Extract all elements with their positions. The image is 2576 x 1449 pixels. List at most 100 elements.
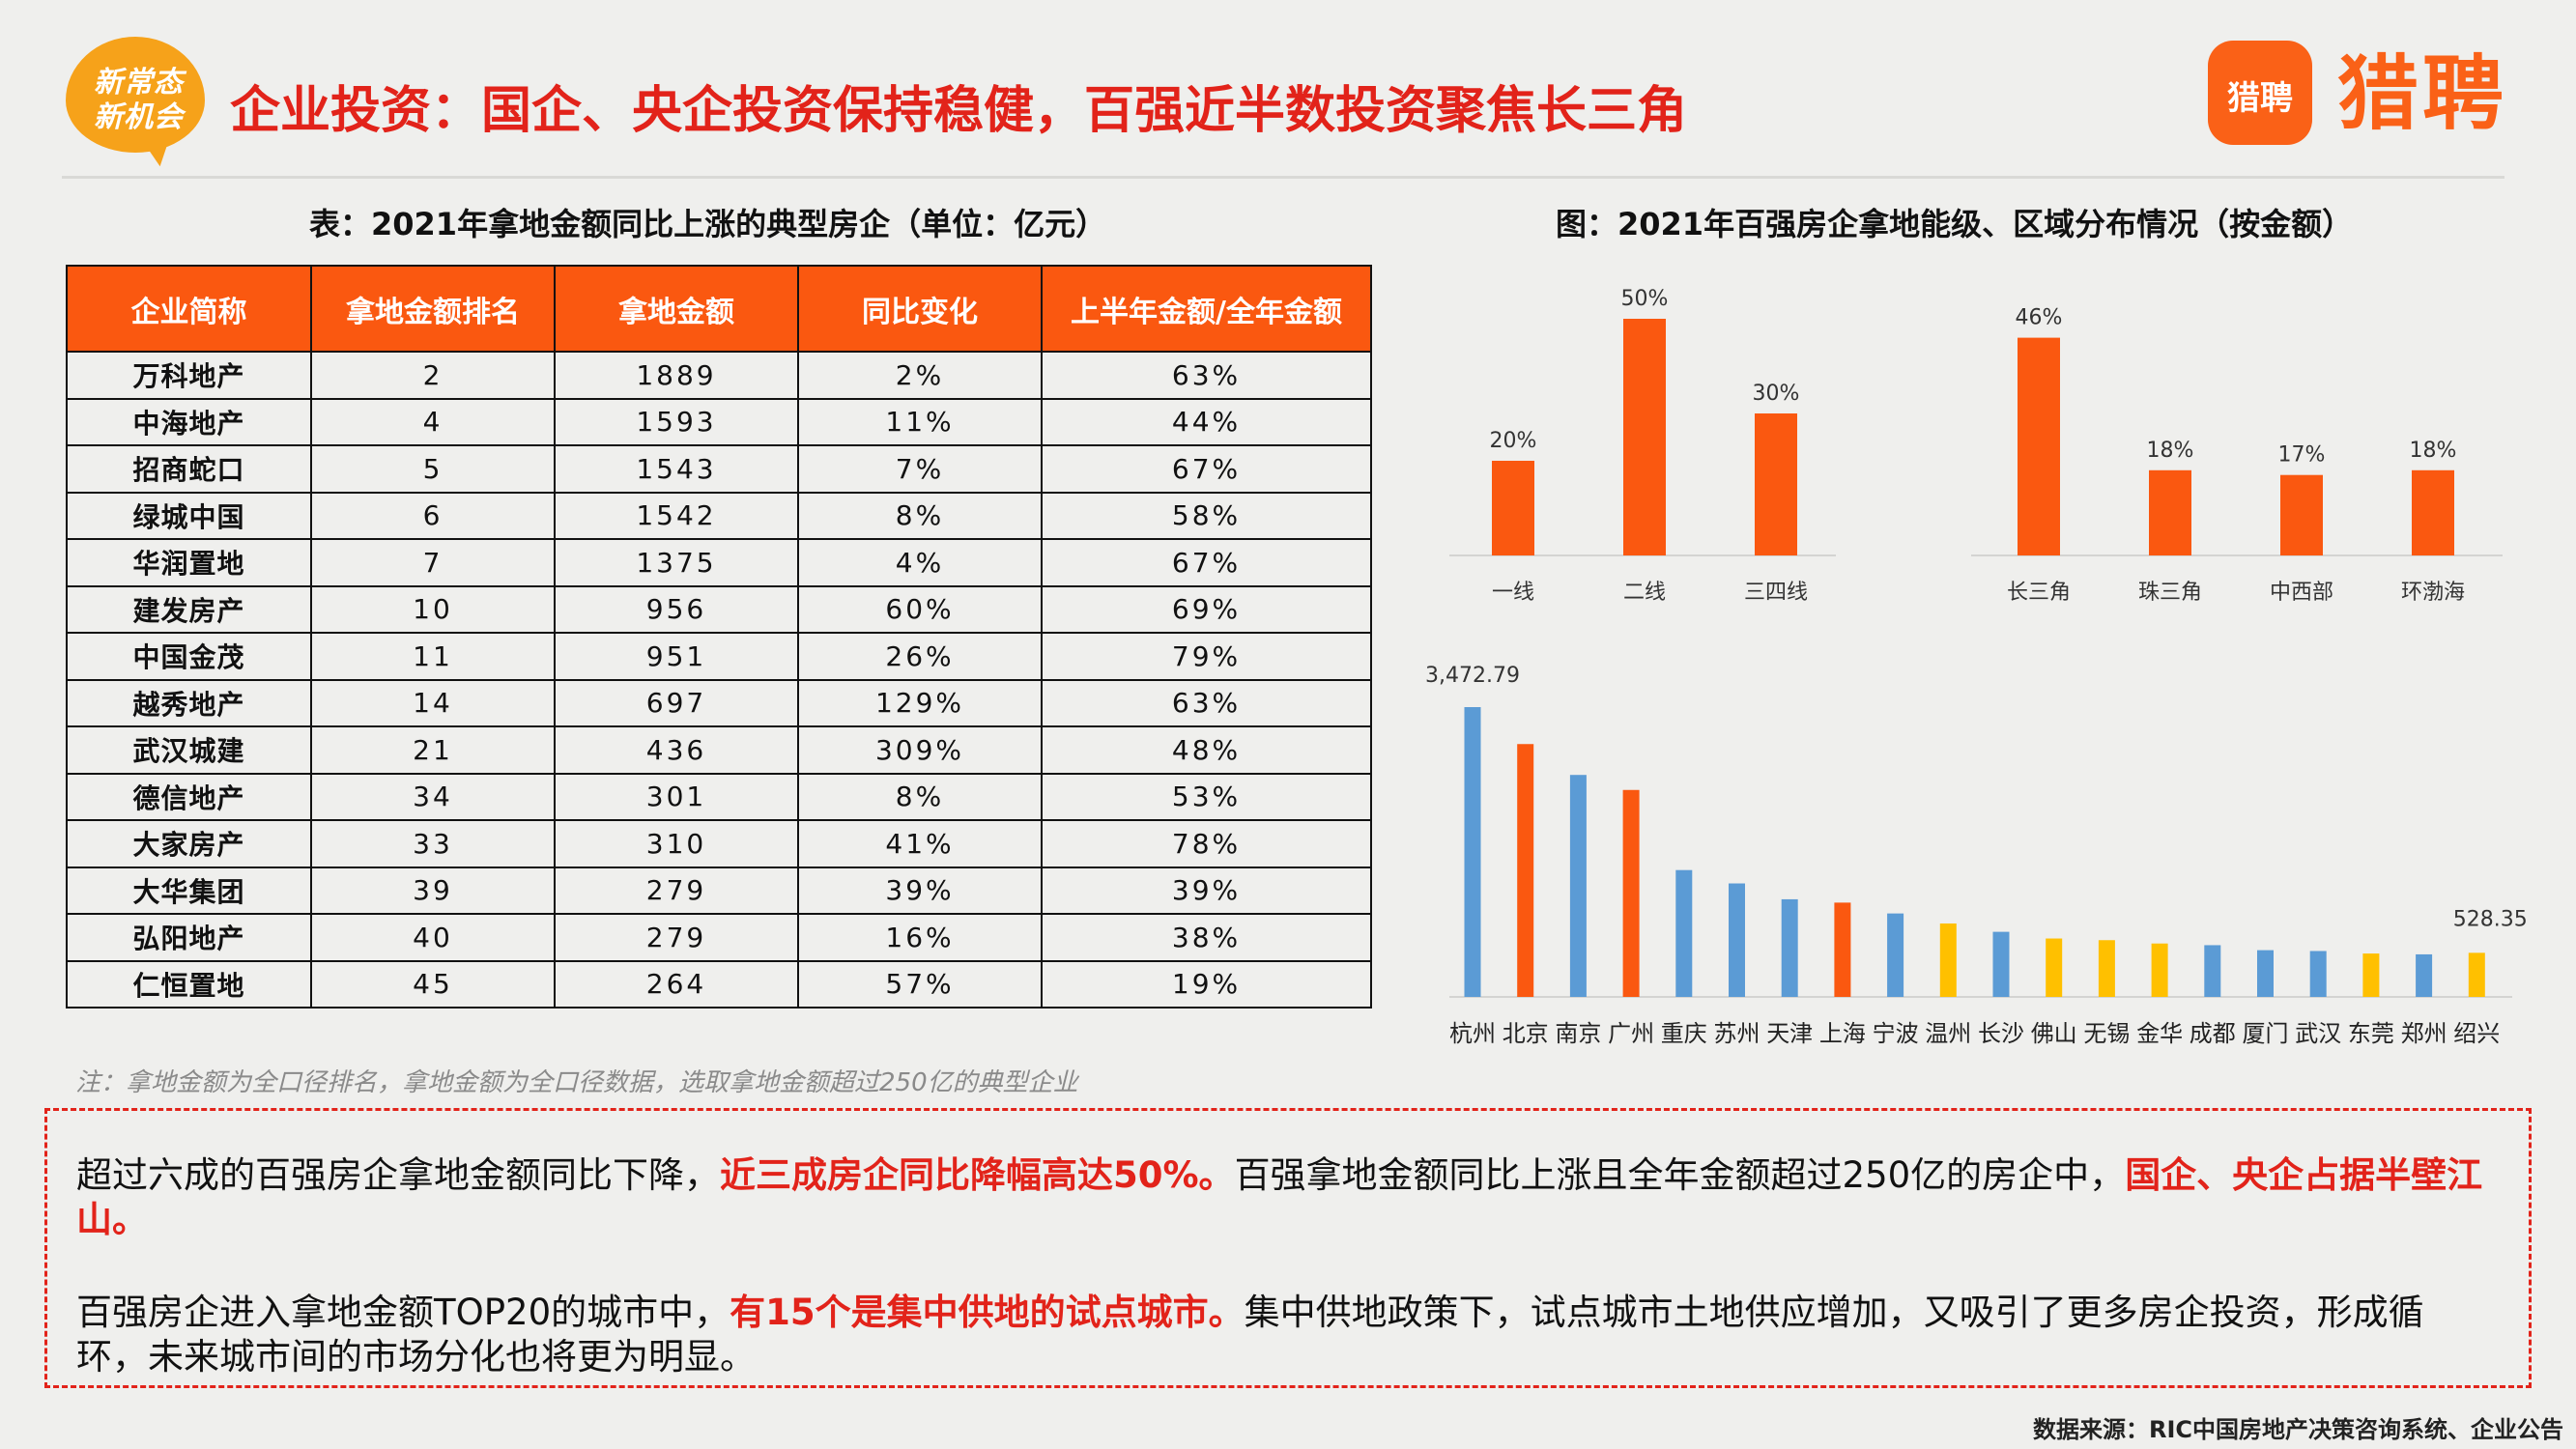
company-name-cell: 绿城中国 [66, 491, 312, 540]
company-name-cell: 武汉城建 [66, 725, 312, 775]
table-cell: 63% [1041, 351, 1372, 400]
table-cell: 1542 [554, 491, 799, 540]
city-label: 重庆 [1661, 1020, 1707, 1047]
table-cell: 16% [797, 913, 1043, 962]
body-text: 百强房企进入拿地金额TOP20的城市中， [76, 1292, 730, 1333]
city-label: 宁波 [1873, 1020, 1919, 1047]
table-cell: 2 [310, 351, 556, 400]
table-cell: 4 [310, 397, 556, 446]
table-cell: 38% [1041, 913, 1372, 962]
highlighted-text: 有15个是集中供地的试点城市。 [730, 1292, 1245, 1333]
table-cell: 11% [797, 397, 1043, 446]
column-header: 同比变化 [797, 265, 1043, 353]
bar [1781, 898, 1798, 997]
city-label: 长沙 [1978, 1020, 2024, 1047]
company-name-cell: 建发房产 [66, 584, 312, 634]
bar [1992, 931, 2010, 997]
land-acquisition-table: 企业简称 拿地金额排名 拿地金额 同比变化 上半年金额/全年金额 万科地产 2 1889 2%… [66, 265, 1372, 1009]
bar [2018, 337, 2060, 555]
city-label: 金华 [2136, 1020, 2183, 1047]
table-cell: 44% [1041, 397, 1372, 446]
table-row: 招商蛇口 5 1543 7% 67% [66, 444, 1372, 494]
table-note: 注：拿地金额为全口径排名，拿地金额为全口径数据，选取拿地金额超过250亿的典型企… [75, 1068, 1078, 1097]
table-cell: 8% [797, 491, 1043, 540]
table-cell: 33 [310, 819, 556, 868]
bar [2046, 938, 2063, 997]
category-label: 一线 [1492, 581, 1534, 605]
company-name-cell: 大华集团 [66, 866, 312, 915]
table-cell: 21 [310, 725, 556, 775]
logo-icon: 猎聘 [2208, 41, 2312, 145]
bar [2280, 474, 2323, 555]
table-cell: 69% [1041, 584, 1372, 634]
badge-line-2: 新机会 [94, 100, 184, 134]
table-cell: 45 [310, 959, 556, 1009]
table-cell: 26% [797, 632, 1043, 681]
table-cell: 301 [554, 772, 799, 821]
table-row: 越秀地产 14 697 129% 63% [66, 678, 1372, 727]
bar [1755, 413, 1797, 555]
company-name-cell: 仁恒置地 [66, 959, 312, 1009]
bar [1622, 789, 1640, 997]
last-bar-value-label: 528.35 [2453, 907, 2528, 931]
city-label: 温州 [1925, 1020, 1971, 1047]
company-name-cell: 万科地产 [66, 351, 312, 400]
page-title: 企业投资：国企、央企投资保持稳健，百强近半数投资聚焦长三角 [230, 82, 1688, 140]
table-cell: 67% [1041, 444, 1372, 494]
table-cell: 34 [310, 772, 556, 821]
bar-value-label: 18% [2410, 439, 2457, 463]
category-label: 长三角 [2007, 581, 2071, 605]
table-cell: 39% [1041, 866, 1372, 915]
bar [2416, 953, 2433, 997]
bar [2151, 943, 2168, 997]
bar [1939, 923, 1957, 997]
table-cell: 956 [554, 584, 799, 634]
bar [2362, 953, 2380, 997]
table-row: 弘阳地产 40 279 16% 38% [66, 913, 1372, 962]
city-label: 北京 [1503, 1020, 1549, 1047]
bar [1675, 869, 1693, 997]
category-label: 环渤海 [2401, 581, 2465, 605]
bar [2412, 469, 2454, 555]
category-label: 二线 [1623, 581, 1666, 605]
city-label: 东莞 [2348, 1020, 2394, 1047]
badge-tail [139, 129, 180, 170]
logo-icon-text: 猎聘 [2227, 79, 2293, 118]
bar-value-label: 30% [1753, 382, 1800, 406]
header-divider [62, 176, 2504, 179]
bar-value-label: 46% [2016, 306, 2063, 330]
company-name-cell: 中海地产 [66, 397, 312, 446]
badge-line-1: 新常态 [94, 66, 184, 99]
city-label: 南京 [1555, 1020, 1601, 1047]
table-cell: 1889 [554, 351, 799, 400]
bar [1492, 461, 1534, 555]
city-label: 厦门 [2243, 1020, 2289, 1047]
data-source: 数据来源：RIC中国房地产决策咨询系统、企业公告 [2033, 1416, 2564, 1443]
table-row: 中国金茂 11 951 26% 79% [66, 632, 1372, 681]
company-name-cell: 越秀地产 [66, 678, 312, 727]
table-cell: 11 [310, 632, 556, 681]
body-text: 集中供地政策下，试点城市土地供应增加，又吸引了更多房企投资，形成循环，未来城市间… [76, 1292, 2424, 1378]
table-row: 中海地产 4 1593 11% 44% [66, 397, 1372, 446]
table-cell: 40 [310, 913, 556, 962]
table-row: 大华集团 39 279 39% 39% [66, 866, 1372, 915]
city-label: 苏州 [1714, 1020, 1760, 1047]
city-label: 天津 [1766, 1020, 1813, 1047]
table-cell: 309% [797, 725, 1043, 775]
table-cell: 6 [310, 491, 556, 540]
table-cell: 48% [1041, 725, 1372, 775]
body-text: 超过六成的百强房企拿地金额同比下降， [76, 1154, 720, 1196]
city-label: 郑州 [2401, 1020, 2447, 1047]
summary-box: 超过六成的百强房企拿地金额同比下降，近三成房企同比降幅高达50%。百强拿地金额同… [44, 1108, 2532, 1388]
table-cell: 14 [310, 678, 556, 727]
column-header: 拿地金额排名 [310, 265, 556, 353]
city-label: 绍兴 [2453, 1020, 2500, 1047]
company-name-cell: 德信地产 [66, 772, 312, 821]
liepin-logo: 猎聘 猎聘 [2208, 39, 2507, 147]
bar [2098, 940, 2115, 997]
city-label: 杭州 [1449, 1020, 1496, 1047]
table-cell: 1543 [554, 444, 799, 494]
table-cell: 697 [554, 678, 799, 727]
bar [1569, 775, 1587, 997]
table-cell: 8% [797, 772, 1043, 821]
